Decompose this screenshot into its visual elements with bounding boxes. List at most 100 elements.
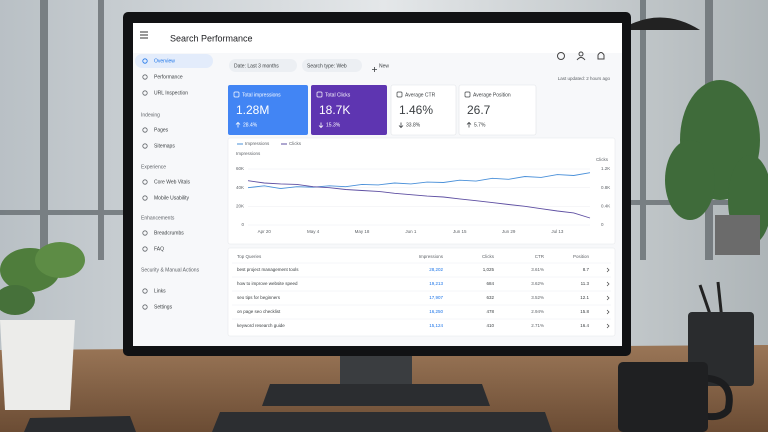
- table-cell: 15,124: [429, 323, 443, 328]
- ui: Overview Performance URL Inspection Indexin…: [135, 54, 616, 337]
- sidebar-icon: [142, 304, 148, 310]
- card-value: 1.28M: [236, 103, 269, 117]
- legend-label: Clicks: [289, 141, 302, 146]
- table-header: Top Queries: [237, 254, 262, 259]
- y2-tick-label: 1.2K: [601, 166, 610, 171]
- table-cell: 17,907: [429, 295, 443, 300]
- table-cell: 410: [486, 323, 494, 328]
- card-checkbox: [464, 91, 471, 98]
- sidebar-icon: [142, 288, 148, 294]
- change-arrow: [318, 122, 324, 129]
- change-arrow: [466, 121, 472, 128]
- sidebar-item[interactable]: Sitemaps: [154, 143, 175, 149]
- sidebar-icon: [142, 179, 148, 185]
- table-cell: 8.7: [583, 267, 590, 272]
- table-cell: 632: [486, 295, 494, 300]
- table-cell: 3.52%: [531, 295, 544, 300]
- filter-label: Search type: Web: [307, 63, 347, 69]
- table-cell: 28,202: [429, 267, 443, 272]
- card-value: 26.7: [467, 103, 491, 117]
- table-panel: [227, 247, 616, 337]
- card-change: 5.7%: [474, 122, 486, 128]
- series-line: [247, 172, 591, 190]
- table-cell: 684: [486, 281, 494, 286]
- table-cell: best project management tools: [237, 267, 299, 272]
- sidebar-item[interactable]: Performance: [154, 74, 183, 80]
- card-change: 33.8%: [406, 122, 421, 128]
- sidebar-item[interactable]: Core Web Vitals: [154, 179, 190, 185]
- chart-panel: [227, 137, 616, 245]
- topbar: [133, 23, 622, 53]
- chip-bg: [302, 59, 362, 72]
- filter-label: New: [379, 63, 389, 69]
- sidebar-icon: [142, 230, 148, 236]
- last-updated: Last updated: 2 hours ago: [558, 76, 611, 81]
- x-tick-label: Jul 13: [551, 229, 564, 234]
- header-icons[interactable]: [557, 51, 605, 61]
- lamp: [620, 17, 700, 30]
- y-tick-label: 60K: [236, 166, 244, 171]
- row-chevron[interactable]: [606, 309, 610, 315]
- sidebar-item[interactable]: FAQ: [154, 246, 164, 252]
- filter-chip[interactable]: Search type: Web: [302, 59, 362, 72]
- card-value: 18.7K: [319, 103, 350, 117]
- table-cell: 478: [486, 309, 494, 314]
- table-cell: 2.94%: [531, 309, 544, 314]
- table-cell: on page seo checklist: [237, 309, 281, 314]
- table-cell: 12.1: [580, 295, 589, 300]
- table-cell: 19,213: [429, 281, 443, 286]
- x-tick-label: May 4: [307, 229, 320, 234]
- sidebar-item[interactable]: Links: [154, 288, 166, 294]
- menu-icon: [140, 31, 148, 39]
- metric-card: [228, 85, 308, 135]
- table-cell: 3.61%: [531, 267, 544, 272]
- row-chevron[interactable]: [606, 267, 610, 273]
- table-cell: 2.71%: [531, 323, 544, 328]
- sidebar-active: [135, 54, 213, 68]
- x-tick-label: May 18: [355, 229, 370, 234]
- filter-chip[interactable]: New: [372, 63, 389, 72]
- table-cell: keyword research guide: [237, 323, 285, 328]
- card-value: 1.46%: [399, 103, 433, 117]
- card-title: Total impressions: [242, 92, 281, 98]
- plus-icon: [372, 67, 377, 72]
- card-change: 28.4%: [243, 122, 258, 128]
- row-chevron[interactable]: [606, 323, 610, 329]
- table-header: Clicks: [482, 254, 495, 259]
- row-chevron[interactable]: [606, 295, 610, 301]
- table-cell: 1,025: [483, 267, 495, 272]
- card-title: Average CTR: [405, 92, 436, 98]
- card-checkbox: [316, 91, 323, 98]
- table-header: Position: [573, 254, 590, 259]
- sidebar-item[interactable]: Breadcrumbs: [154, 230, 184, 236]
- sidebar-item[interactable]: Pages: [154, 127, 169, 133]
- table-cell: 11.3: [581, 281, 590, 286]
- table-header: CTR: [535, 254, 545, 259]
- keyboard: [24, 412, 552, 432]
- sidebar-item[interactable]: Settings: [154, 304, 173, 310]
- metric-card: [390, 84, 457, 136]
- card-title: Average Position: [473, 92, 511, 98]
- row-chevron[interactable]: [606, 281, 610, 287]
- sidebar-icon: [142, 246, 148, 252]
- sidebar-item[interactable]: Overview: [154, 58, 175, 64]
- table-cell: 3.62%: [531, 281, 544, 286]
- card-checkbox: [396, 91, 403, 98]
- filter-chip[interactable]: Date: Last 3 months: [229, 59, 297, 72]
- sidebar-item[interactable]: URL Inspection: [154, 90, 188, 96]
- table-cell: 16.4: [580, 323, 589, 328]
- y-tick-label: 0: [241, 222, 244, 227]
- x-tick-label: Apr 20: [258, 229, 272, 234]
- y-tick-label: 20K: [236, 204, 244, 209]
- card-title: Total Clicks: [325, 92, 351, 98]
- metric-card: [458, 84, 537, 136]
- plant: [0, 242, 85, 410]
- sidebar-heading: Indexing: [141, 112, 160, 118]
- sidebar-icon: [142, 90, 148, 96]
- sidebar-icon: [142, 74, 148, 80]
- table-cell: how to improve website speed: [237, 281, 298, 286]
- sidebar-item[interactable]: Mobile Usability: [154, 195, 190, 201]
- mug: [618, 362, 733, 432]
- legend-label: Impressions: [245, 141, 270, 146]
- y2-axis-title: Clicks: [596, 157, 609, 162]
